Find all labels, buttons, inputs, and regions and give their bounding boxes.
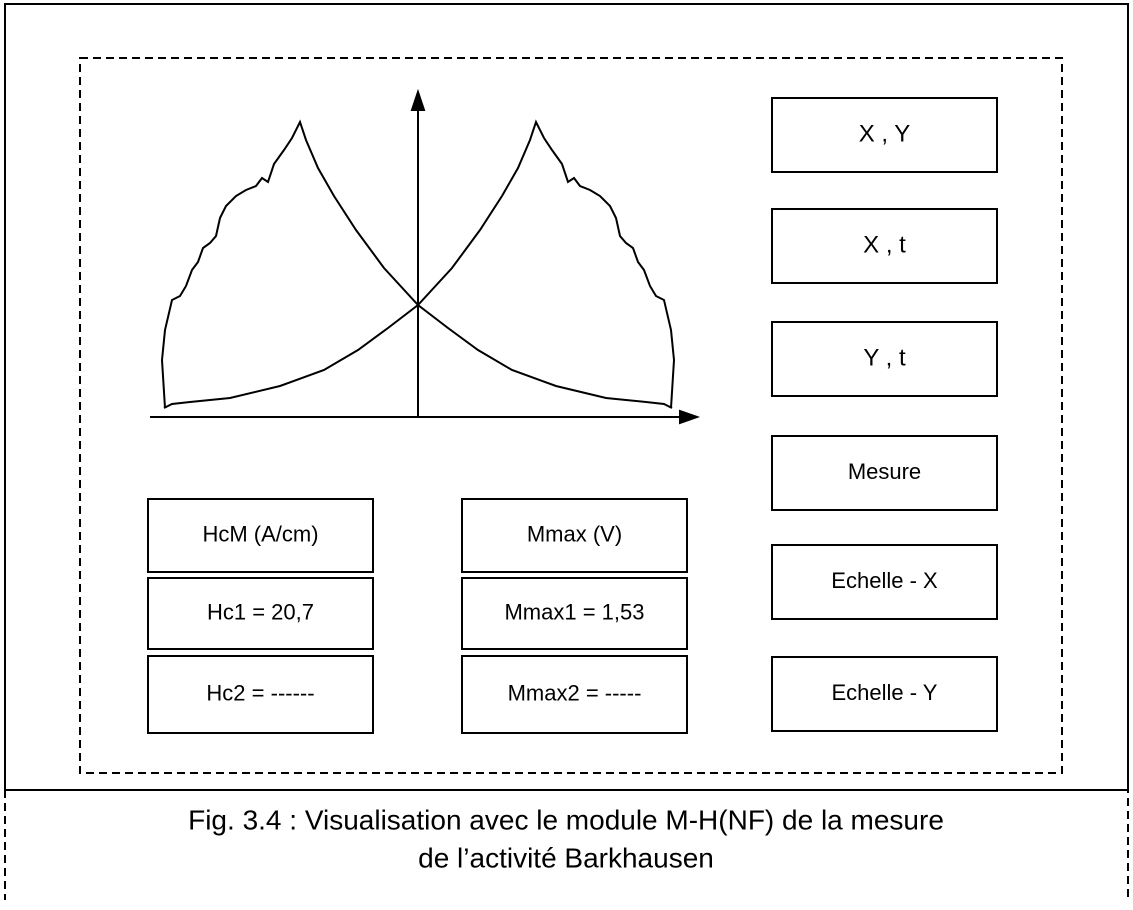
plot [150, 88, 701, 425]
button-frame [771, 544, 998, 620]
header-cell [461, 498, 688, 573]
button[interactable]: Mesure [771, 435, 998, 511]
axis-y-arrow [410, 88, 426, 111]
panel [79, 57, 1063, 774]
button[interactable]: Echelle - X [771, 544, 998, 620]
button-frame [771, 435, 998, 511]
button-label: Echelle - Y [832, 680, 938, 705]
button[interactable]: Echelle - Y [771, 656, 998, 732]
button-frame [771, 321, 998, 397]
value-cell [461, 577, 688, 650]
button[interactable]: X , t [771, 208, 998, 284]
header-label: HcM (A/cm) [202, 521, 318, 546]
curve [160, 119, 673, 409]
button-frame [771, 208, 998, 284]
value-label: Hc1 = 20,7 [207, 599, 314, 624]
button[interactable]: Y , t [771, 321, 998, 397]
axis-x-arrow [679, 409, 701, 425]
curve-mirror [163, 119, 676, 409]
button-frame [771, 97, 998, 173]
header-cell [147, 498, 374, 573]
button-label: Echelle - X [831, 568, 938, 593]
caption-frame [4, 789, 1129, 900]
value-label: Hc2 = ------ [206, 680, 314, 705]
value-label: Mmax2 = ----- [508, 680, 642, 705]
button-label: Mesure [848, 459, 921, 484]
button-frame [771, 656, 998, 732]
button[interactable]: X , Y [771, 97, 998, 173]
button-label: X , t [863, 231, 906, 258]
value-cell [147, 577, 374, 650]
button-label: X , Y [859, 120, 911, 147]
button-label: Y , t [863, 344, 906, 371]
caption-line: de l’activité Barkhausen [418, 842, 714, 873]
caption-line: Fig. 3.4 : Visualisation avec le module … [188, 804, 944, 835]
value-cell [461, 655, 688, 734]
value-cell [147, 655, 374, 734]
value-label: Mmax1 = 1,53 [504, 599, 644, 624]
header-label: Mmax (V) [527, 521, 622, 546]
